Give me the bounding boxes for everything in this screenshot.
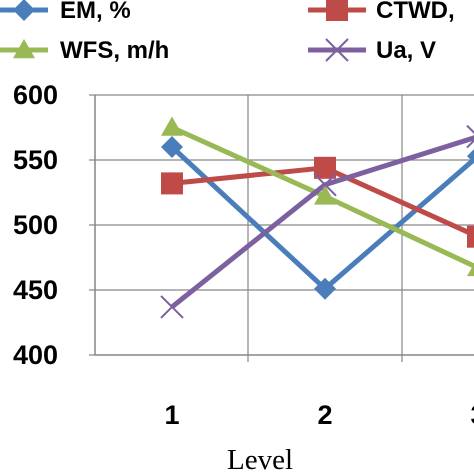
- x-axis-ticks: 1 2 3: [164, 400, 474, 430]
- legend-marker-2: [326, 0, 348, 21]
- series-4-point-3-stroke-b: [466, 139, 474, 149]
- gridlines: [95, 94, 474, 355]
- series-4-point-2: [313, 172, 337, 197]
- series-2-point-3: [467, 225, 474, 248]
- legend-item-2: CTWD,: [308, 0, 455, 24]
- legend-label-3: WFS, m/h: [60, 37, 169, 64]
- series-4-point-1: [160, 295, 184, 319]
- legend-label-2: CTWD,: [376, 0, 455, 24]
- series-3-point-3: [467, 263, 474, 277]
- x-tick-label-3: 3: [470, 400, 474, 430]
- legend-item-3: WFS, m/h: [0, 37, 169, 64]
- legend-item-4: Ua, V: [308, 37, 436, 64]
- x-tick-label-1: 1: [164, 400, 179, 430]
- x-tick-label-2: 2: [317, 400, 332, 430]
- series-2-point-2: [314, 156, 336, 179]
- legend-label-4: Ua, V: [376, 37, 436, 64]
- y-tick-label-400: 400: [13, 340, 58, 370]
- y-axis-ticks: 400 450 500 550 600: [13, 80, 95, 370]
- y-tick-label-450: 450: [13, 275, 58, 305]
- y-tick-label-550: 550: [13, 145, 58, 175]
- series-1-point-3: [467, 149, 474, 164]
- series-3-point-1: [161, 116, 183, 136]
- series-1-point-1: [161, 136, 183, 158]
- legend-item-1: EM, %: [0, 0, 131, 24]
- legend-marker-4-stroke-b: [325, 38, 349, 62]
- series-4-point-3-stroke-a: [466, 124, 474, 135]
- x-axis-title: Level: [227, 444, 293, 474]
- series-3-point-2: [314, 185, 336, 205]
- legend-label-1: EM, %: [60, 0, 131, 24]
- legend: EM, % CTWD, WFS, m/h Ua, V: [0, 0, 455, 64]
- y-tick-label-500: 500: [13, 210, 58, 240]
- series-2-point-1: [161, 172, 183, 195]
- y-tick-label-600: 600: [13, 80, 58, 110]
- series-1-point-2: [314, 277, 336, 300]
- series-4-point-1-stroke-b: [160, 295, 184, 319]
- legend-marker-3: [13, 39, 35, 59]
- series-4-point-2-stroke-b: [313, 172, 337, 197]
- legend-marker-4: [325, 38, 349, 62]
- legend-marker-1: [13, 0, 35, 21]
- series-4-point-3: [466, 124, 474, 149]
- series-markers: [160, 116, 474, 319]
- axes: [94, 95, 474, 362]
